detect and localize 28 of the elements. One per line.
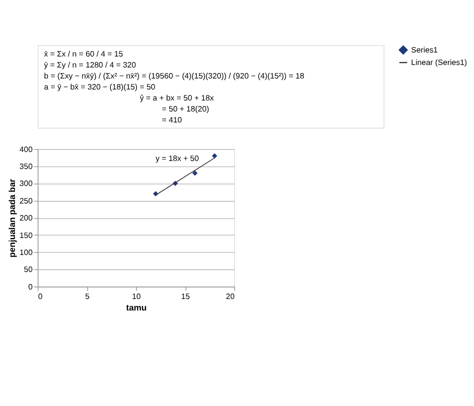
legend-label: Series1 xyxy=(411,45,438,54)
text: ȳ = Σy / n = 1280 / 4 = 320 xyxy=(44,60,137,70)
x-axis-title: tamu xyxy=(126,302,147,313)
annotation: y = 18x + 50 xyxy=(156,154,200,163)
x-tick-label: 5 xyxy=(85,292,90,301)
x-tick-label: 0 xyxy=(38,292,44,301)
text: b = (Σxy − nx̄ȳ) / (Σx² − nx̄²) = (19560 − (4)(15)(320)) / (920 − (4)(15²)) = 18 xyxy=(44,71,305,80)
y-tick-label: 50 xyxy=(24,265,34,274)
point xyxy=(192,170,198,176)
x-tick-label: 20 xyxy=(226,292,236,301)
x-tick-label: 15 xyxy=(181,292,191,301)
legend-label: Linear (Series1) xyxy=(411,58,468,67)
y-tick-label: 150 xyxy=(19,230,34,240)
text: ŷ = a + bx = 50 + 18x xyxy=(140,93,214,102)
y-tick-label: 100 xyxy=(19,248,34,257)
y-tick-label: 250 xyxy=(19,196,34,206)
y-tick-label: 200 xyxy=(19,214,34,223)
text: = 50 + 18(20) xyxy=(162,104,210,114)
y-tick-label: 350 xyxy=(19,162,34,171)
y-tick-label: 400 xyxy=(19,144,34,154)
y-axis-title: penjualan pada bar xyxy=(6,178,17,258)
y-tick-label: 300 xyxy=(19,179,34,188)
text: = 410 xyxy=(162,115,182,124)
text: x̄ = Σx / n = 60 / 4 = 15 xyxy=(44,49,124,58)
x-tick-label: 10 xyxy=(132,292,142,301)
text: a = ȳ − bx̄ = 320 − (18)(15) = 50 xyxy=(44,82,156,92)
point xyxy=(212,153,218,159)
y-tick-label: 0 xyxy=(28,282,34,292)
